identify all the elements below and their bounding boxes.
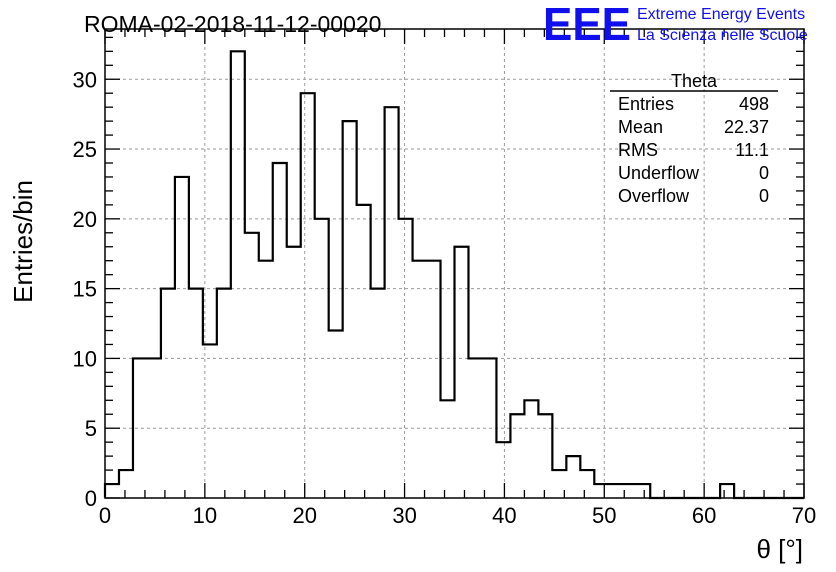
histogram-bin (357, 205, 371, 498)
histogram-bin (217, 289, 231, 498)
stats-label: Mean (618, 117, 663, 137)
histogram-bin (427, 261, 441, 498)
stats-value: 11.1 (735, 140, 769, 160)
y-tick-label: 0 (85, 486, 97, 511)
histogram-bin (608, 484, 622, 498)
y-tick-labels: 0 5 10 15 20 25 30 (73, 67, 97, 511)
histogram-bin (231, 51, 245, 498)
histogram-bin (524, 400, 538, 498)
histogram-bin (119, 470, 133, 498)
histogram-bin (496, 442, 510, 498)
y-tick-label: 30 (73, 67, 97, 92)
histogram-bin (413, 261, 427, 498)
stats-label: Entries (618, 94, 674, 114)
eee-logo: EEE Extreme Energy Events La Scienza nel… (543, 0, 808, 50)
x-tick-labels: 0 10 20 30 40 50 60 70 (99, 503, 816, 528)
stats-rows: Entries 498 Mean 22.37 RMS 11.1 Underflow 0 Over… (618, 94, 769, 206)
histogram-bin (371, 289, 385, 498)
x-axis-title: θ [°] (756, 534, 803, 564)
histogram-bin (273, 163, 287, 498)
histogram-bin (441, 400, 455, 498)
x-tick-label: 70 (792, 503, 816, 528)
histogram-bin (203, 344, 217, 498)
histogram-bin (161, 289, 175, 498)
histogram-outline (103, 50, 804, 500)
histogram-bin (315, 219, 329, 498)
plot-frame (104, 28, 805, 499)
histogram-bin (175, 177, 189, 498)
histogram-bin (147, 358, 161, 498)
histogram-bin (538, 414, 552, 498)
stats-value: 498 (739, 94, 769, 114)
histogram-bin (510, 414, 524, 498)
stats-value: 0 (759, 163, 769, 183)
logo-line-2: La Scienza nelle Scuole (637, 27, 808, 44)
axis-ticks (104, 29, 805, 499)
x-tick-label: 30 (392, 503, 416, 528)
y-axis-title: Entries/bin (8, 180, 38, 303)
histogram-bin (189, 289, 203, 498)
histogram-bin (133, 358, 147, 498)
stats-title: Theta (671, 71, 718, 91)
x-tick-label: 0 (99, 503, 111, 528)
histogram-bin (455, 247, 469, 498)
stats-label: Overflow (618, 186, 690, 206)
histogram-bin (636, 484, 650, 498)
histogram-bin (594, 484, 608, 498)
histogram-bin (245, 233, 259, 498)
x-tick-label: 50 (592, 503, 616, 528)
histogram-bin (482, 358, 496, 498)
stats-box: Theta Entries 498 Mean 22.37 RMS 11.1 Underflo… (610, 71, 778, 206)
histogram-bin (301, 93, 315, 498)
x-tick-label: 60 (692, 503, 716, 528)
chart-title: ROMA-02-2018-11-12-00020 (84, 11, 381, 37)
histogram-bin (580, 470, 594, 498)
y-tick-label: 20 (73, 207, 97, 232)
y-tick-label: 10 (73, 346, 97, 371)
x-tick-label: 10 (193, 503, 217, 528)
histogram-bin (720, 484, 734, 498)
histogram-bin (259, 261, 273, 498)
stats-label: RMS (618, 140, 658, 160)
stats-label: Underflow (618, 163, 700, 183)
histogram-bin (468, 358, 482, 498)
stats-value: 22.37 (724, 117, 769, 137)
histogram-bin (343, 121, 357, 498)
histogram-bin (566, 456, 580, 498)
histogram-bin (105, 484, 119, 498)
histogram-bin (399, 219, 413, 498)
y-tick-label: 5 (85, 416, 97, 441)
logo-mark: EEE (543, 0, 631, 50)
y-tick-label: 15 (73, 277, 97, 302)
histogram-bin (329, 331, 343, 499)
logo-line-1: Extreme Energy Events (637, 6, 805, 23)
stats-value: 0 (759, 186, 769, 206)
x-tick-label: 20 (292, 503, 316, 528)
x-tick-label: 40 (492, 503, 516, 528)
histogram-bin (287, 247, 301, 498)
histogram-bin (385, 107, 399, 498)
y-tick-label: 25 (73, 137, 97, 162)
